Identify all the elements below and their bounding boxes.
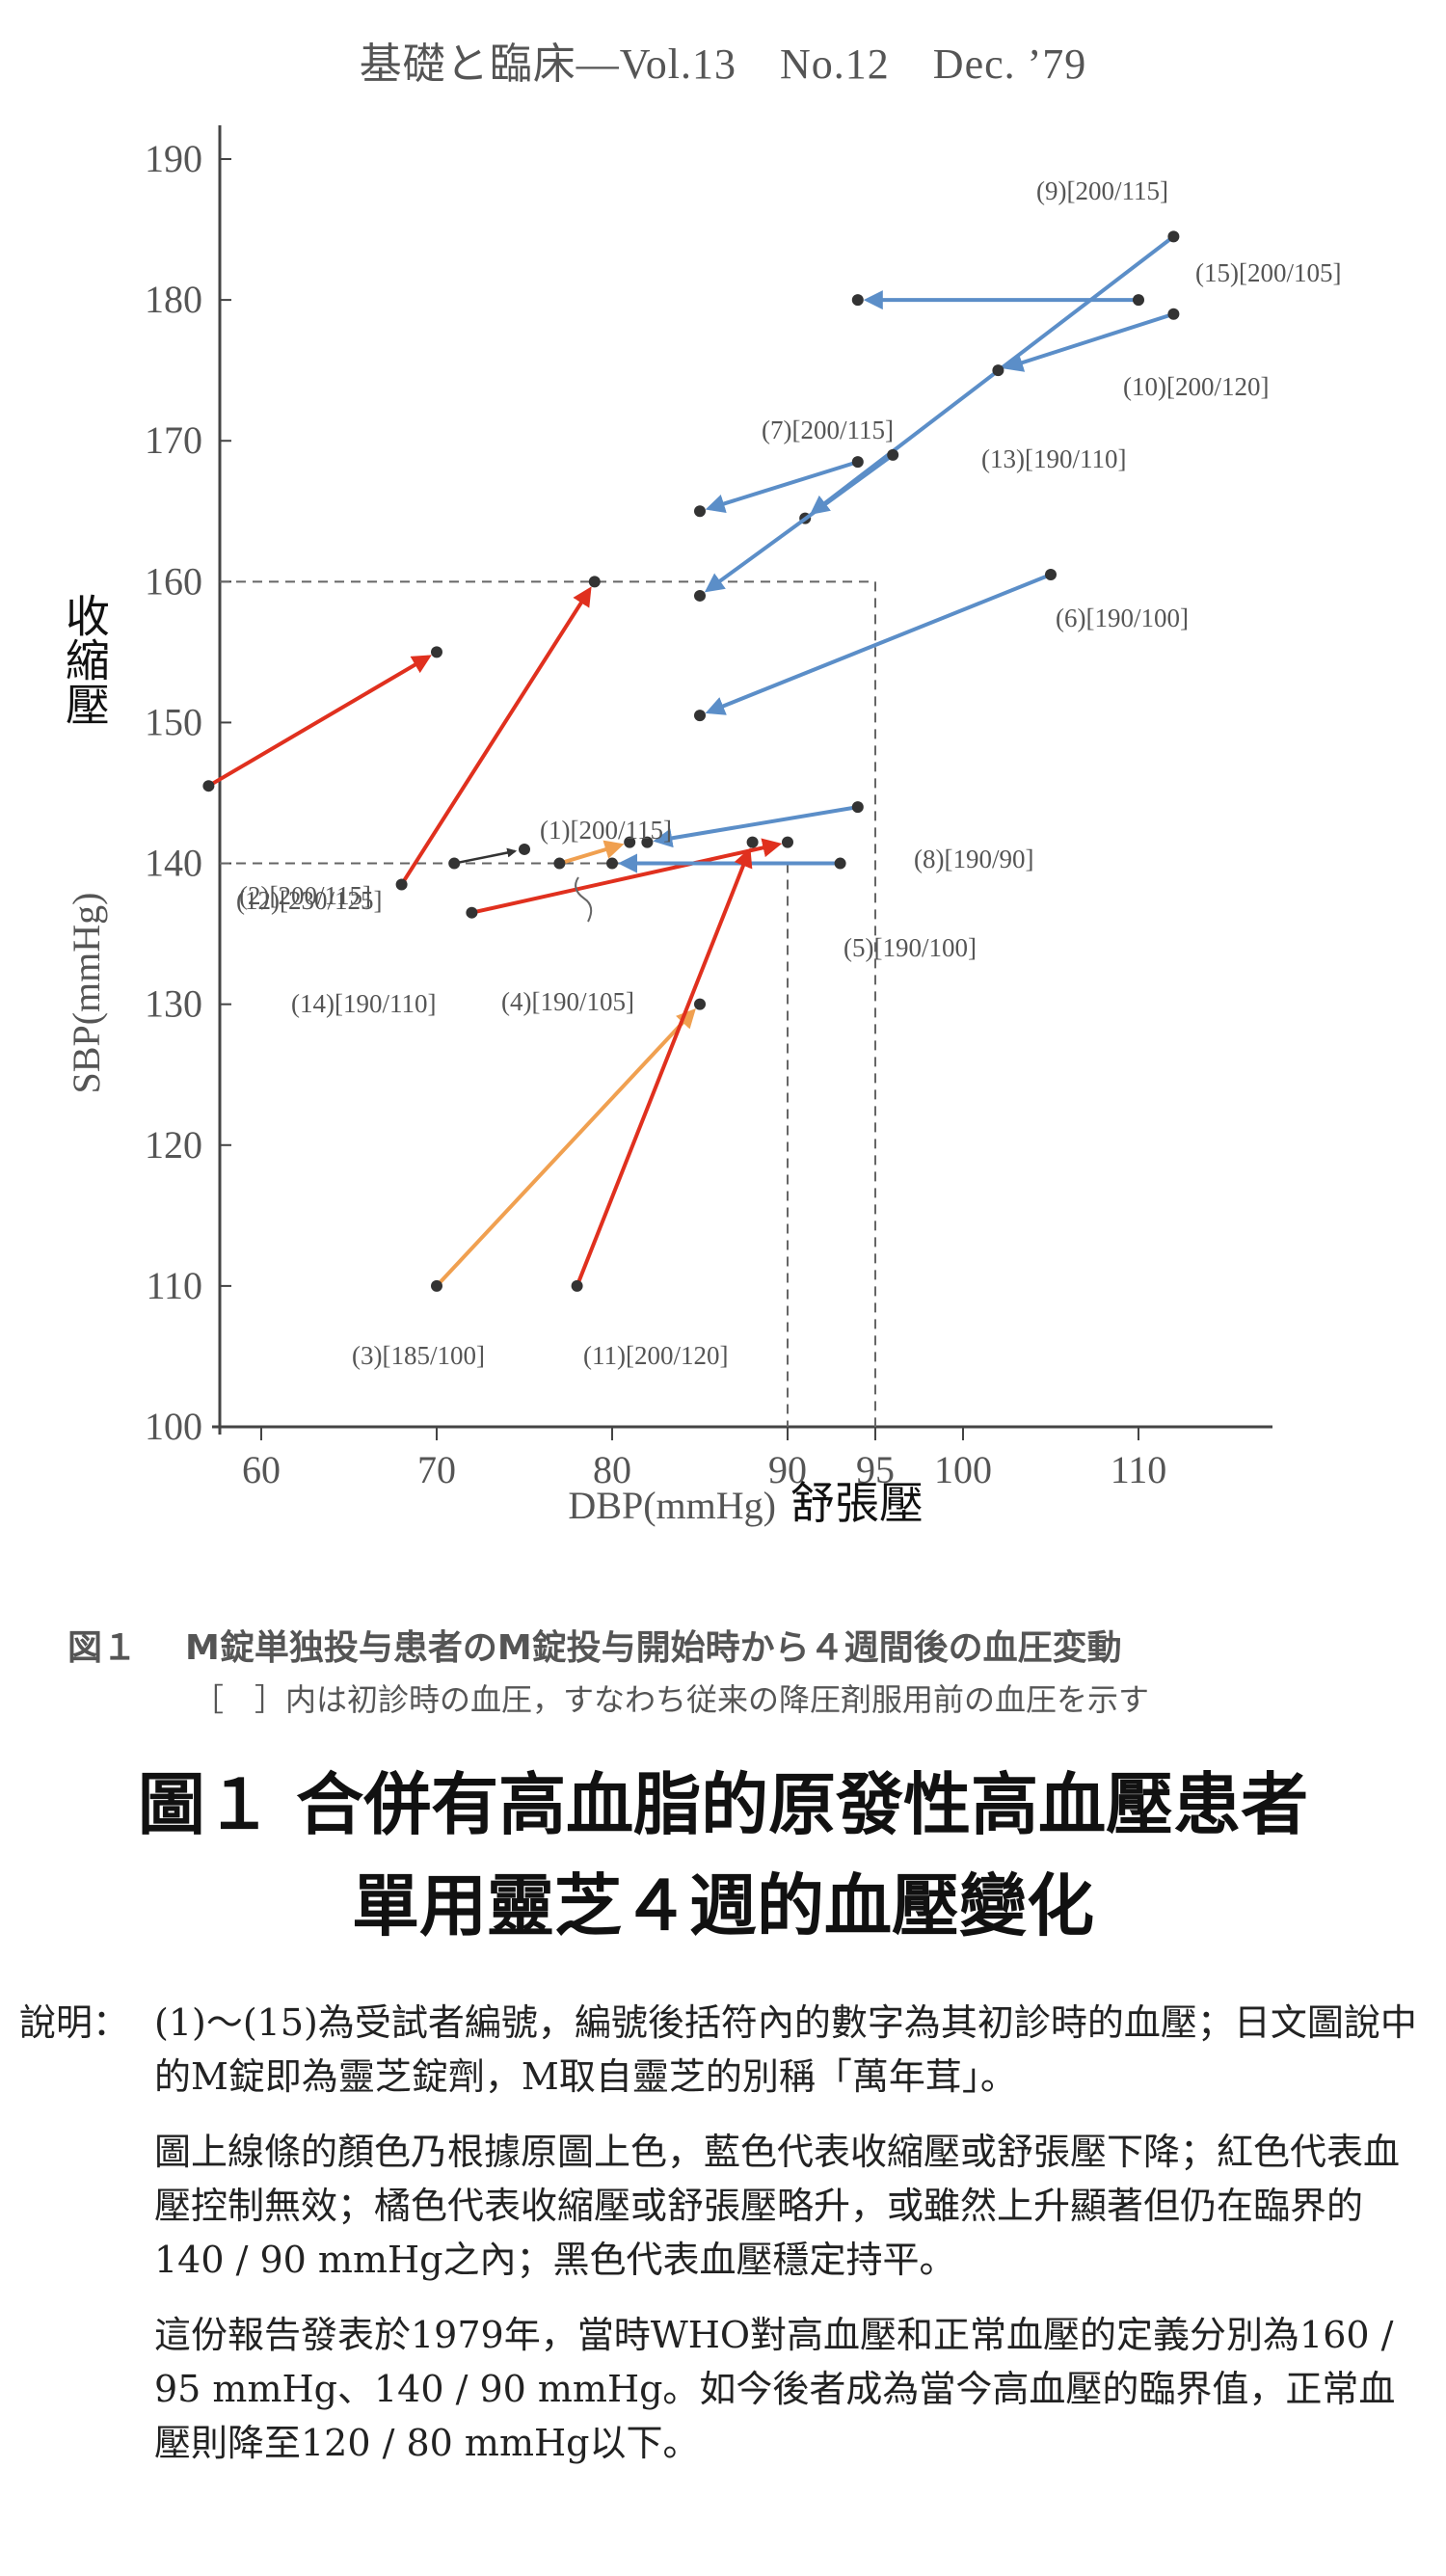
patient-label-6: (6)[190/100] — [1056, 604, 1189, 632]
start-point-12 — [395, 878, 408, 891]
patient-label-4: (4)[190/105] — [501, 987, 634, 1016]
notes-paragraph-3: 這份報告發表於1979年，當時WHO對高血壓和正常血壓的定義分別為160 / 9… — [154, 2314, 1396, 2464]
figure-caption: 図１ M錠単独投与患者のM錠投与開始時から４週間後の血圧変動 ［ ］内は初診時の血… — [67, 1620, 1417, 1720]
patient-label-15: (15)[200/105] — [1195, 258, 1341, 287]
patient-arrow-12 — [399, 586, 592, 886]
patient-label-12: (12)[230/125] — [236, 886, 382, 915]
start-point-7 — [851, 456, 864, 469]
y-tick-label: 130 — [145, 982, 202, 1026]
end-point-7 — [694, 505, 706, 518]
notes: 說明： (1)～(15)為受試者編號，編號後括符內的數字為其初診時的血壓；日文圖… — [19, 1996, 1427, 2491]
start-point-9 — [1167, 230, 1180, 243]
end-point-3 — [694, 998, 706, 1010]
patient-arrow-9 — [809, 234, 1175, 515]
x-tick-label: 90 — [768, 1448, 807, 1491]
notes-label: 說明： — [19, 2001, 130, 2044]
start-point-10 — [1167, 308, 1180, 320]
figure-number: 図１ — [67, 1628, 138, 1668]
start-point-8 — [851, 801, 864, 814]
y-tick-label: 190 — [145, 137, 202, 180]
x-axis-label: DBP(mmHg) — [568, 1484, 776, 1527]
patient-arrow-7 — [705, 460, 859, 514]
start-point-6 — [1045, 569, 1057, 581]
patient-arrow-1 — [558, 840, 625, 866]
y-tick-label: 120 — [145, 1123, 202, 1167]
patient-label-14: (14)[190/110] — [291, 989, 436, 1018]
figure-caption-line2: ［ ］内は初診時の血圧，すなわち従来の降圧剤服用前の血圧を示す — [193, 1681, 1150, 1718]
end-point-15 — [851, 294, 864, 307]
end-point-2 — [431, 646, 442, 658]
end-point-1 — [624, 836, 636, 848]
patient-label-9: (9)[200/115] — [1036, 176, 1168, 205]
patient-arrow-2 — [207, 655, 432, 788]
patient-label-11: (11)[200/120] — [583, 1341, 728, 1370]
end-point-8 — [641, 836, 654, 848]
patient-label-1: (1)[200/115] — [540, 816, 672, 845]
bp-change-chart: 100 110 120 130 140 150 160 170 180 190 60 70 80 90 95… — [59, 125, 1341, 1529]
patient-arrow-6 — [705, 573, 1052, 715]
start-point-1 — [553, 857, 566, 870]
x-tick-label: 60 — [242, 1448, 281, 1491]
start-point-3 — [431, 1279, 442, 1292]
figure-title: 圖１ 合併有高血脂的原發性高血壓患者 單用靈芝４週的血壓變化 — [0, 1755, 1446, 1957]
end-point-11 — [746, 836, 759, 848]
y-tick-label: 180 — [145, 278, 202, 321]
start-point-15 — [1133, 294, 1144, 307]
patient-label-7: (7)[200/115] — [762, 416, 894, 444]
y-tick-label: 160 — [145, 559, 202, 603]
notes-paragraph-2: 圖上線條的顏色乃根據原圖上色，藍色代表收縮壓或舒張壓下降；紅色代表血壓控制無效；… — [154, 2131, 1401, 2281]
patient-arrow-13 — [704, 453, 895, 593]
patient-arrow-4 — [470, 838, 783, 915]
patient-label-8: (8)[190/90] — [914, 845, 1033, 873]
start-point-2 — [202, 780, 215, 792]
patient-arrow-11 — [575, 847, 753, 1287]
y-tick-label: 110 — [146, 1264, 202, 1307]
y-tick-label: 150 — [145, 700, 202, 743]
x-tick-label: 110 — [1111, 1448, 1167, 1491]
x-axis-label-cn: 舒張壓 — [790, 1477, 924, 1529]
x-tick-label: 70 — [417, 1448, 456, 1491]
start-point-5 — [834, 857, 846, 870]
y-axis-label-cn: 收縮壓 — [59, 593, 111, 726]
end-point-4 — [782, 836, 793, 848]
y-tick-label: 100 — [145, 1405, 202, 1448]
start-point-13 — [887, 448, 899, 461]
start-point-4 — [466, 906, 478, 919]
patient-label-10: (10)[200/120] — [1123, 372, 1269, 401]
end-point-5 — [606, 857, 618, 870]
end-point-13 — [694, 589, 706, 602]
end-point-10 — [992, 364, 1004, 377]
x-tick-label: 95 — [856, 1448, 895, 1491]
patient-arrow-10 — [1004, 311, 1175, 372]
patient-label-3: (3)[185/100] — [352, 1341, 485, 1370]
y-axis-label: SBP(mmHg) — [65, 893, 108, 1094]
journal-header: 基礎と臨床—Vol.13 No.12 Dec. ’79 — [359, 40, 1087, 88]
x-tick-label: 100 — [934, 1448, 992, 1491]
y-tick-label: 170 — [145, 418, 202, 462]
end-point-6 — [694, 710, 706, 722]
title-line2: 單用靈芝４週的血壓變化 — [352, 1866, 1094, 1945]
figure-caption-line1: M錠単独投与患者のM錠投与開始時から４週間後の血圧変動 — [185, 1628, 1122, 1668]
title-line1: 圖１ 合併有高血脂的原發性高血壓患者 — [137, 1765, 1309, 1844]
patient-label-2: (2)[200/115] — [239, 881, 371, 910]
patient-label-13: (13)[190/110] — [981, 444, 1126, 473]
y-tick-label: 140 — [145, 842, 202, 885]
start-point-11 — [571, 1279, 583, 1292]
patient-label-5: (5)[190/100] — [844, 933, 977, 962]
patient-arrow-14 — [453, 847, 518, 865]
patient-arrow-8 — [653, 805, 859, 848]
end-point-12 — [588, 576, 601, 588]
patient-arrow-3 — [435, 1008, 696, 1288]
end-point-14 — [519, 843, 530, 855]
label-leader-1 — [575, 876, 593, 923]
start-point-14 — [448, 857, 461, 870]
x-tick-label: 80 — [593, 1448, 631, 1491]
notes-paragraph-1: (1)～(15)為受試者編號，編號後括符內的數字為其初診時的血壓；日文圖說中的M… — [154, 2001, 1417, 2098]
